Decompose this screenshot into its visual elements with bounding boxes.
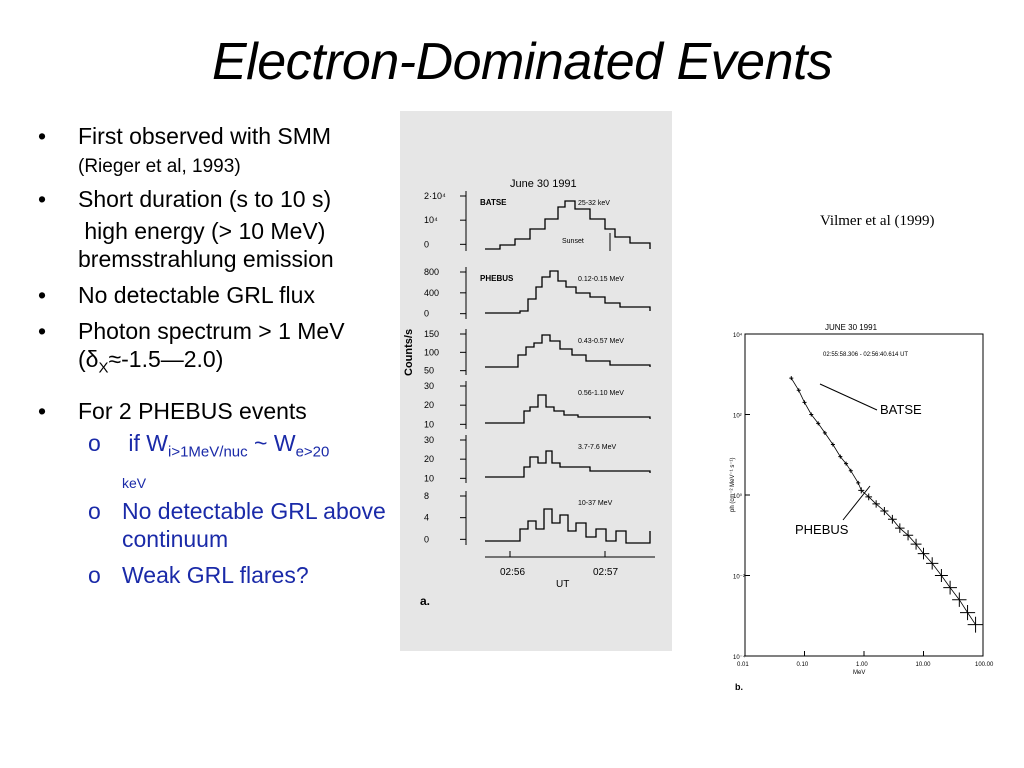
bullet-text: Short duration (s to 10 s) (78, 186, 332, 212)
figure-a-instrument: BATSE (480, 198, 507, 207)
figure-b-spectrum: JUNE 30 1991 02:55:58.306 - 02:56:40.614… (725, 322, 995, 697)
delta-subscript: X (98, 359, 109, 377)
figure-a-date: June 30 1991 (510, 178, 577, 190)
figure-a-light-curve (485, 200, 651, 250)
spectrum-fit-line (790, 377, 976, 625)
bullet-item: • First observed with SMM (Rieger et al,… (38, 123, 332, 177)
figure-a-ytick: 4 (424, 513, 429, 523)
data-point-batse (789, 376, 794, 381)
figure-a-light-curve (485, 450, 651, 478)
figure-a-ytick: 0 (424, 239, 429, 249)
figure-a-light-curve (485, 394, 651, 424)
chart-interval: 02:55:58.306 - 02:56:40.614 UT (823, 352, 908, 358)
figure-a-ytick: 10 (424, 419, 434, 429)
figure-b-svg: JUNE 30 1991 02:55:58.306 - 02:56:40.614… (730, 323, 994, 692)
figure-a-xtick: 02:56 (500, 567, 525, 578)
figure-a-band: 25-32 keV (578, 200, 610, 207)
figure-a-ylabel: Counts/s (403, 329, 415, 376)
y-tick-label: 10⁻² (733, 575, 745, 581)
y-tick-label: 10² (733, 414, 742, 420)
figure-a-band: 3.7-7.6 MeV (578, 444, 616, 451)
figure-a-panel-letter: a. (420, 594, 430, 608)
phebus-leader-line (842, 485, 871, 521)
bullet-note: (Rieger et al, 1993) (78, 156, 241, 177)
figure-a-ytick: 2·10⁴ (424, 191, 446, 201)
x-tick-label: 0.01 (737, 662, 749, 668)
bullet-text: For 2 PHEBUS events (78, 397, 307, 424)
figure-a-ytick: 30 (424, 381, 434, 391)
figure-a-ytick: 400 (424, 288, 439, 298)
figure-a-panels: 2·10⁴ 10⁴ 0 BATSE 25-32 keV Sunset 800 400 0 PHEB… (424, 191, 655, 558)
figure-a-ytick: 50 (424, 366, 434, 376)
bullet-item: • Short duration (s to 10 s) (38, 185, 398, 213)
y-tick-label: 10⁴ (733, 332, 743, 339)
bullet-text: No detectable GRL flux (78, 282, 315, 308)
sub-bullet-item: o if Wi>1MeV/nuc ~ We>20 keV (88, 429, 330, 492)
x-tick-label: 0.10 (797, 662, 809, 668)
figure-a-band: 0.43-0.57 MeV (578, 338, 624, 345)
figure-a-band: 10-37 MeV (578, 500, 613, 507)
sub-bullet-text: Weak GRL flares? (122, 562, 309, 589)
batse-label: BATSE (880, 402, 922, 417)
figure-a-ytick: 20 (424, 400, 434, 410)
figure-a-ytick: 10⁴ (424, 215, 438, 225)
figure-a-ytick: 10 (424, 473, 434, 483)
y-axis-label: ph (cm⁻² MeV⁻¹ s⁻¹) (730, 457, 736, 512)
figure-a-ytick: 800 (424, 267, 439, 277)
sub-bullet-item: o Weak GRL flares? (88, 562, 309, 589)
data-points (789, 376, 984, 633)
figure-a-band: 0.56-1.10 MeV (578, 390, 624, 397)
chart-title: JUNE 30 1991 (825, 323, 878, 332)
figure-a-ytick: 0 (424, 309, 429, 319)
phebus-label: PHEBUS (795, 522, 849, 537)
figure-a-ytick: 0 (424, 534, 429, 544)
figure-a-ytick: 30 (424, 435, 434, 445)
figure-a-svg: June 30 1991 Counts/s 2·10⁴ 10⁴ 0 BATSE 25-3… (403, 178, 655, 608)
x-axis-label: MeV (853, 670, 865, 676)
figure-a-light-curve (485, 334, 651, 368)
batse-leader-line (819, 383, 878, 411)
x-tick-label: 10.00 (916, 662, 932, 668)
figure-a-instrument: PHEBUS (480, 274, 514, 283)
bullet-item: • No detectable GRL flux (38, 281, 398, 309)
figure-a-light-curve (485, 508, 651, 544)
figure-a-annotation: Sunset (562, 238, 584, 245)
bullet-item: • Photon spectrum > 1 MeV (δX≈-1.5—2.0) (38, 318, 358, 377)
bullet-item-continuation: high energy (> 10 MeV) bremsstrahlung em… (38, 217, 398, 273)
delta-symbol: δ (85, 346, 99, 372)
slide-title: Electron-Dominated Events (212, 33, 833, 91)
figure-a-xlabel: UT (556, 579, 569, 590)
bullet-item: • For 2 PHEBUS events (38, 397, 398, 425)
figure-a-light-curve (485, 270, 651, 314)
figure-a-ytick: 100 (424, 347, 439, 357)
x-tick-label: 100.00 (975, 662, 994, 668)
bullet-text: Photon spectrum > 1 MeV ( (78, 318, 358, 372)
figure-a-ytick: 20 (424, 454, 434, 464)
sub-bullet-item: o No detectable GRL above continuum (38, 497, 398, 553)
figure-a-ytick: 8 (424, 491, 429, 501)
bullet-list: • First observed with SMM (Rieger et al,… (38, 122, 398, 589)
bullet-text: First observed with SMM (78, 123, 332, 149)
figure-b-panel-letter: b. (735, 682, 743, 692)
axis-ticks: 0.01 0.10 1.00 10.00 100.00 10⁴ 10² 10⁰ 10⁻² 10⁻⁴ (733, 332, 994, 668)
plot-frame (744, 333, 984, 657)
sub-bullet-text: No detectable GRL above continuum (122, 498, 386, 553)
figure-a-ytick: 150 (424, 329, 439, 339)
x-tick-label: 1.00 (856, 662, 868, 668)
bullet-text: high energy (> 10 MeV) bremsstrahlung em… (78, 218, 334, 272)
y-tick-label: 10⁻⁴ (733, 654, 746, 661)
bullet-text: ≈-1.5—2.0) (108, 346, 224, 372)
y-tick-label: 10⁰ (733, 493, 743, 500)
figure-credit: Vilmer et al (1999) (820, 213, 935, 229)
figure-a-time-profiles: June 30 1991 Counts/s 2·10⁴ 10⁴ 0 BATSE 25-3… (400, 111, 672, 651)
figure-a-xtick: 02:57 (593, 567, 618, 578)
figure-a-band: 0.12-0.15 MeV (578, 276, 624, 283)
